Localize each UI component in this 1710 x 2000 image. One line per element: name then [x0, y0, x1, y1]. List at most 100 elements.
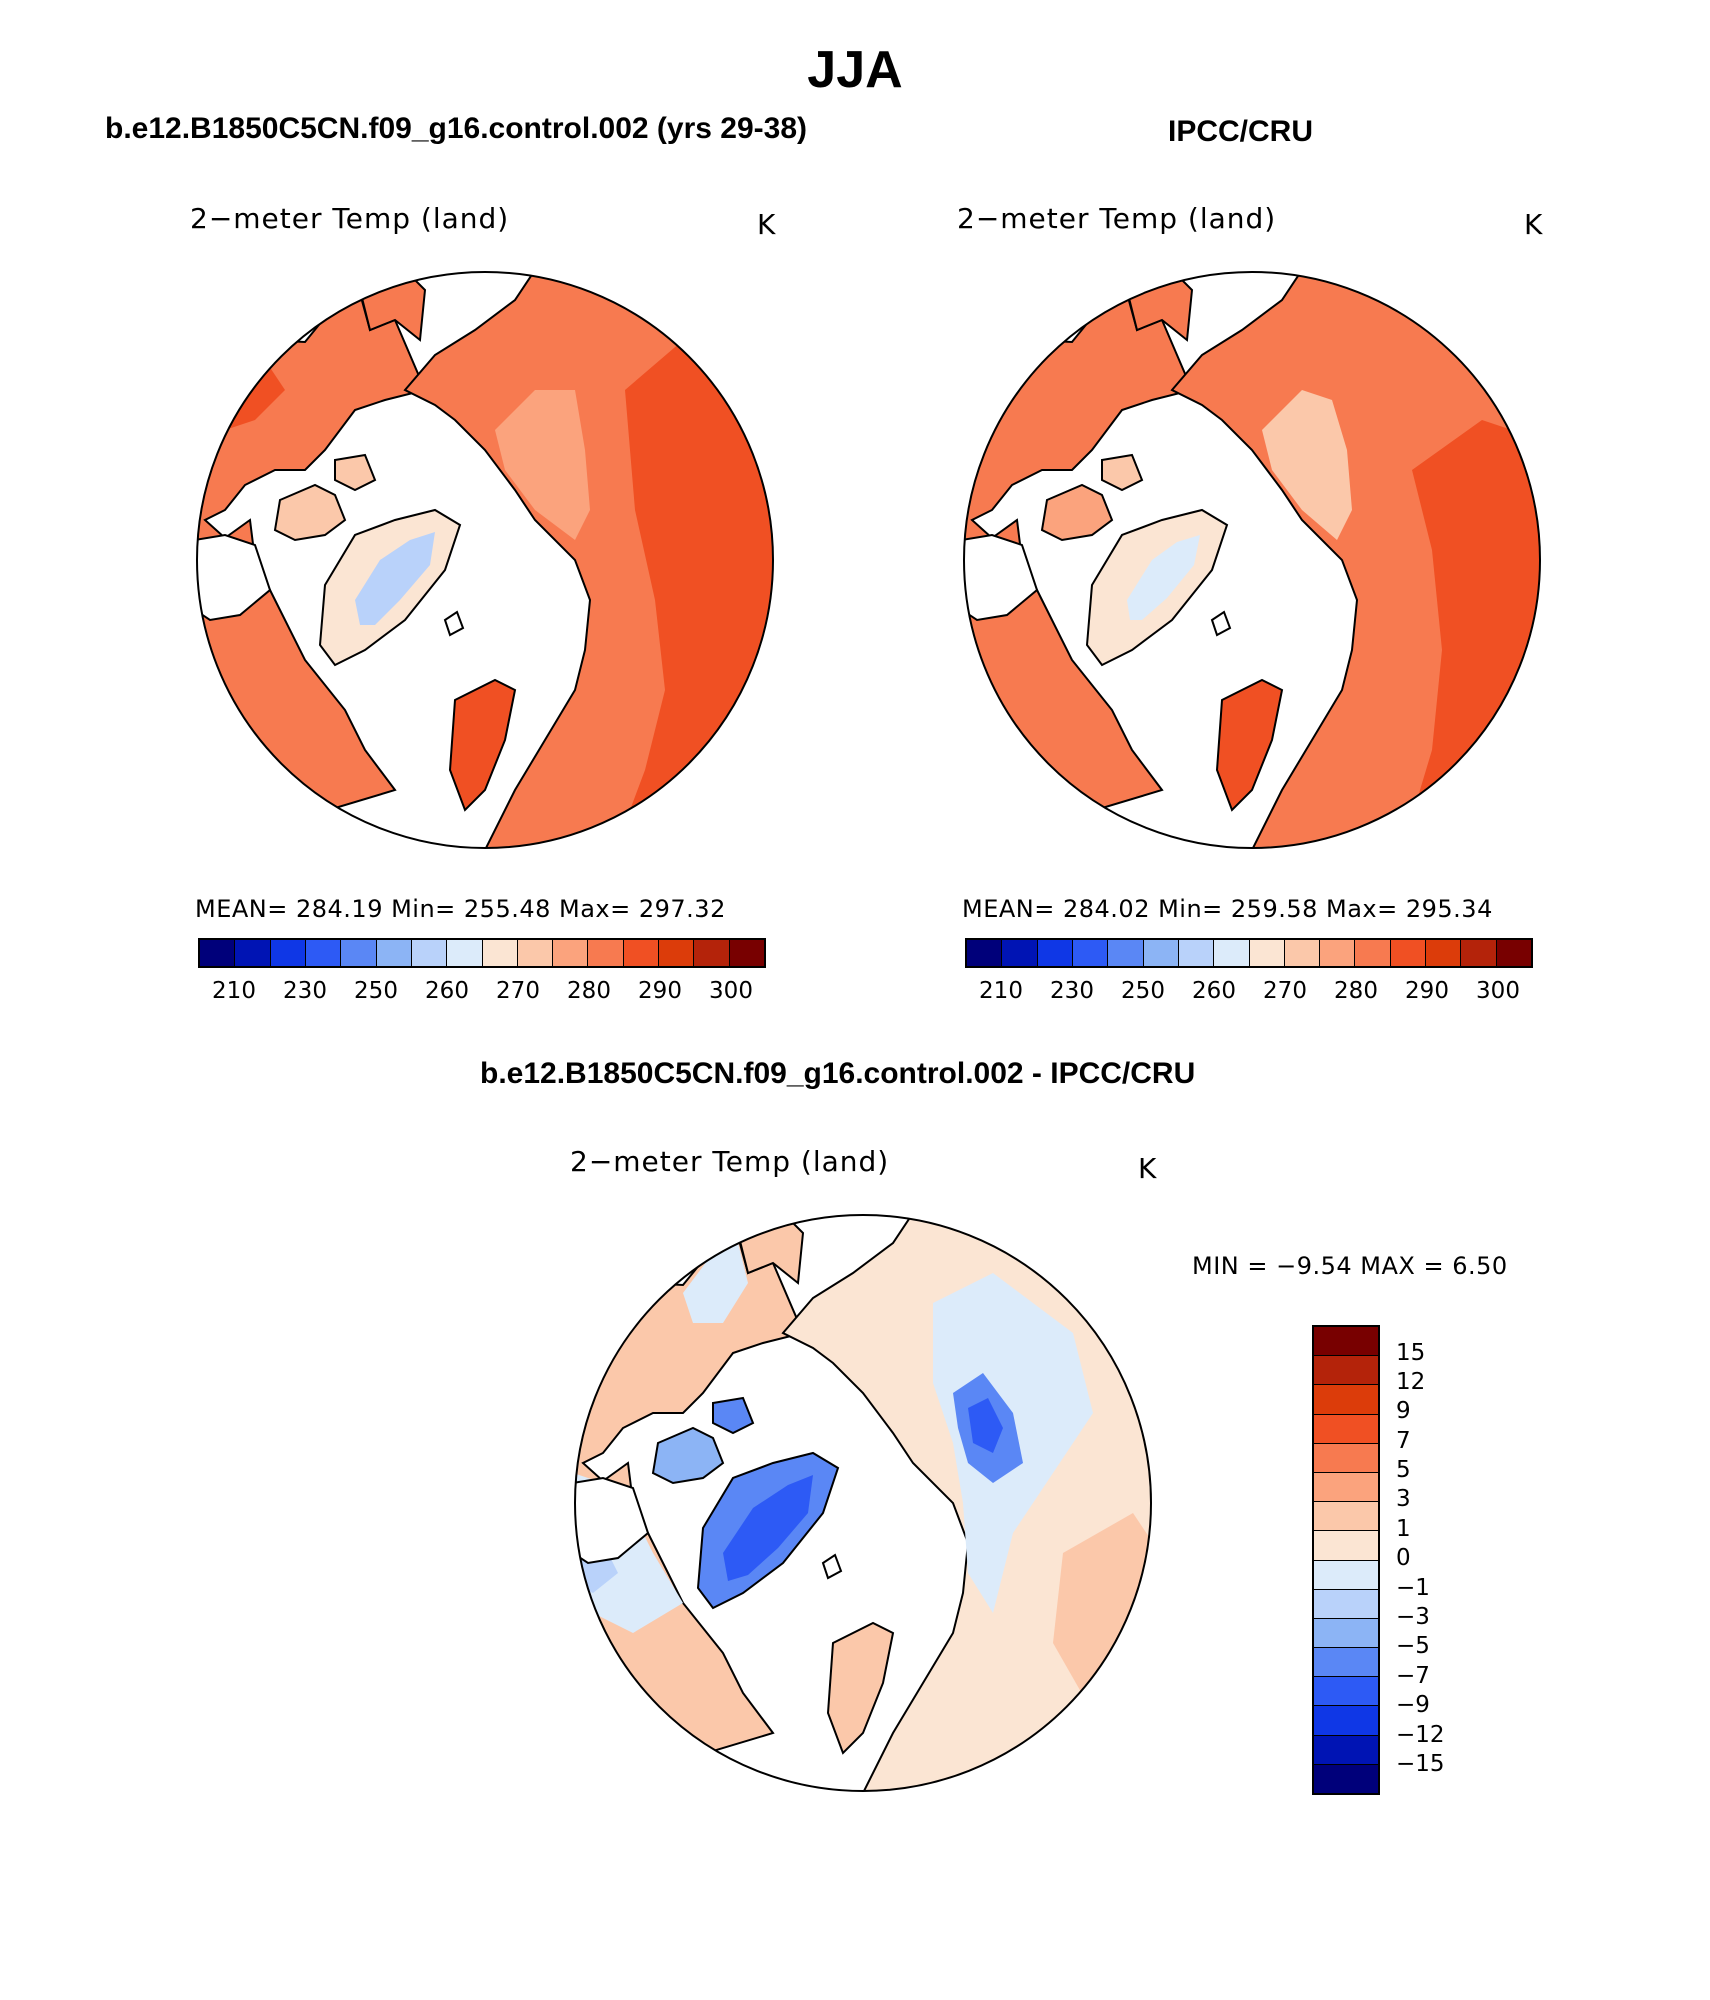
colorbar-swatch — [1108, 940, 1144, 966]
model-land-archipelago — [273, 483, 347, 542]
colorbar-swatch — [1314, 1764, 1378, 1793]
colorbar-swatch — [1426, 940, 1462, 966]
diff-units-label: K — [1138, 1152, 1158, 1185]
colorbar-swatch — [1314, 1618, 1378, 1649]
diff-land-archipelago — [651, 1426, 725, 1485]
obs-colorbar-tick: 300 — [1476, 978, 1520, 1004]
colorbar-swatch — [411, 940, 448, 966]
colorbar-swatch — [1320, 940, 1356, 966]
colorbar-swatch — [1314, 1443, 1378, 1473]
model-colorbar-tick: 280 — [567, 978, 611, 1004]
diff-colorbar-tick: −9 — [1396, 1692, 1430, 1718]
model-panel-header: b.e12.B1850C5CN.f09_g16.control.002 (yrs… — [105, 112, 808, 145]
diff-land-svalbard — [821, 1553, 843, 1580]
diff-colorbar-tick: 5 — [1396, 1457, 1411, 1483]
obs-colorbar-tick: 270 — [1263, 978, 1307, 1004]
model-stats: MEAN= 284.19 Min= 255.48 Max= 297.32 — [195, 895, 726, 923]
model-colorbar-tick: 290 — [638, 978, 682, 1004]
model-colorbar-tick: 270 — [496, 978, 540, 1004]
diff-colorbar-tick: 7 — [1396, 1428, 1411, 1454]
obs-colorbar-tick: 280 — [1334, 978, 1378, 1004]
diff-colorbar-tick: 1 — [1396, 1516, 1411, 1542]
diff-colorbar-tick: 12 — [1396, 1369, 1426, 1395]
obs-colorbar-tick: 260 — [1192, 978, 1236, 1004]
colorbar-swatch — [1314, 1356, 1378, 1386]
colorbar-swatch — [1002, 940, 1038, 966]
diff-colorbar-tick: 3 — [1396, 1486, 1411, 1512]
model-polar-map — [196, 271, 774, 849]
colorbar-swatch — [1496, 940, 1531, 966]
obs-units-label: K — [1524, 208, 1544, 241]
diff-colorbar-tick: −1 — [1396, 1575, 1430, 1601]
model-variable-label: 2−meter Temp (land) — [190, 202, 510, 235]
model-colorbar-tick: 300 — [709, 978, 753, 1004]
colorbar-swatch — [270, 940, 306, 966]
diff-colorbar-tick: −12 — [1396, 1722, 1445, 1748]
colorbar-swatch — [1314, 1414, 1378, 1444]
obs-land-archipelago — [1040, 483, 1114, 542]
colorbar-swatch — [1214, 940, 1250, 966]
diff-colorbar-tick: −7 — [1396, 1663, 1430, 1689]
diff-land-scandinavia — [826, 1621, 895, 1755]
model-land-greenland-ice — [355, 532, 435, 625]
diff-colorbar-tick: 0 — [1396, 1545, 1411, 1571]
colorbar-swatch — [588, 940, 624, 966]
obs-polar-map — [963, 271, 1541, 849]
colorbar-swatch — [623, 940, 660, 966]
colorbar-swatch — [1072, 940, 1109, 966]
diff-variable-label: 2−meter Temp (land) — [570, 1145, 890, 1178]
colorbar-swatch — [1314, 1531, 1378, 1561]
diff-land-taymyr-colder — [968, 1398, 1003, 1453]
diff-panel-header: b.e12.B1850C5CN.f09_g16.control.002 - IP… — [480, 1057, 1196, 1090]
colorbar-swatch — [341, 940, 377, 966]
model-colorbar-tick: 230 — [283, 978, 327, 1004]
colorbar-swatch — [235, 940, 271, 966]
colorbar-swatch — [1178, 940, 1215, 966]
colorbar-swatch — [1314, 1677, 1378, 1707]
colorbar-swatch — [967, 940, 1003, 966]
model-units-label: K — [757, 208, 777, 241]
colorbar-swatch — [553, 940, 589, 966]
obs-colorbar-tick: 290 — [1405, 978, 1449, 1004]
diff-colorbar-tick: −5 — [1396, 1633, 1430, 1659]
figure-title: JJA — [807, 41, 903, 99]
obs-land-scandinavia — [1215, 678, 1284, 812]
colorbar-swatch — [1314, 1706, 1378, 1736]
colorbar-swatch — [1314, 1560, 1378, 1590]
obs-colorbar-tick: 250 — [1121, 978, 1165, 1004]
colorbar-swatch — [200, 940, 236, 966]
colorbar-swatch — [305, 940, 342, 966]
colorbar-swatch — [729, 940, 764, 966]
diff-colorbar — [1312, 1325, 1380, 1795]
colorbar-swatch — [1249, 940, 1285, 966]
model-land-svalbard — [443, 610, 465, 637]
obs-variable-label: 2−meter Temp (land) — [957, 202, 1277, 235]
model-land-archipelago-2 — [334, 453, 377, 492]
obs-land-arctic-coast — [1262, 390, 1352, 540]
colorbar-swatch — [447, 940, 483, 966]
colorbar-swatch — [1314, 1502, 1378, 1532]
model-colorbar — [198, 938, 766, 968]
colorbar-swatch — [1314, 1472, 1378, 1503]
colorbar-swatch — [1314, 1648, 1378, 1678]
colorbar-swatch — [1355, 940, 1391, 966]
model-colorbar-tick: 210 — [212, 978, 256, 1004]
colorbar-swatch — [1284, 940, 1321, 966]
model-colorbar-tick: 260 — [425, 978, 469, 1004]
obs-land-archipelago-2 — [1101, 453, 1144, 492]
diff-colorbar-tick: 9 — [1396, 1398, 1411, 1424]
colorbar-swatch — [482, 940, 518, 966]
diff-polar-map — [574, 1214, 1152, 1792]
model-land-arctic-coast — [495, 390, 590, 540]
obs-panel-header: IPCC/CRU — [1168, 115, 1314, 148]
colorbar-swatch — [659, 940, 695, 966]
obs-colorbar-tick: 230 — [1050, 978, 1094, 1004]
obs-land-greenland-ice — [1127, 535, 1200, 620]
diff-stats: MIN = −9.54 MAX = 6.50 — [1192, 1252, 1508, 1280]
colorbar-swatch — [1314, 1735, 1378, 1765]
obs-colorbar — [965, 938, 1533, 968]
colorbar-swatch — [1314, 1589, 1378, 1619]
model-land-scandinavia — [448, 678, 517, 812]
diff-land-alaska-cool — [683, 1243, 748, 1323]
model-colorbar-tick: 250 — [354, 978, 398, 1004]
